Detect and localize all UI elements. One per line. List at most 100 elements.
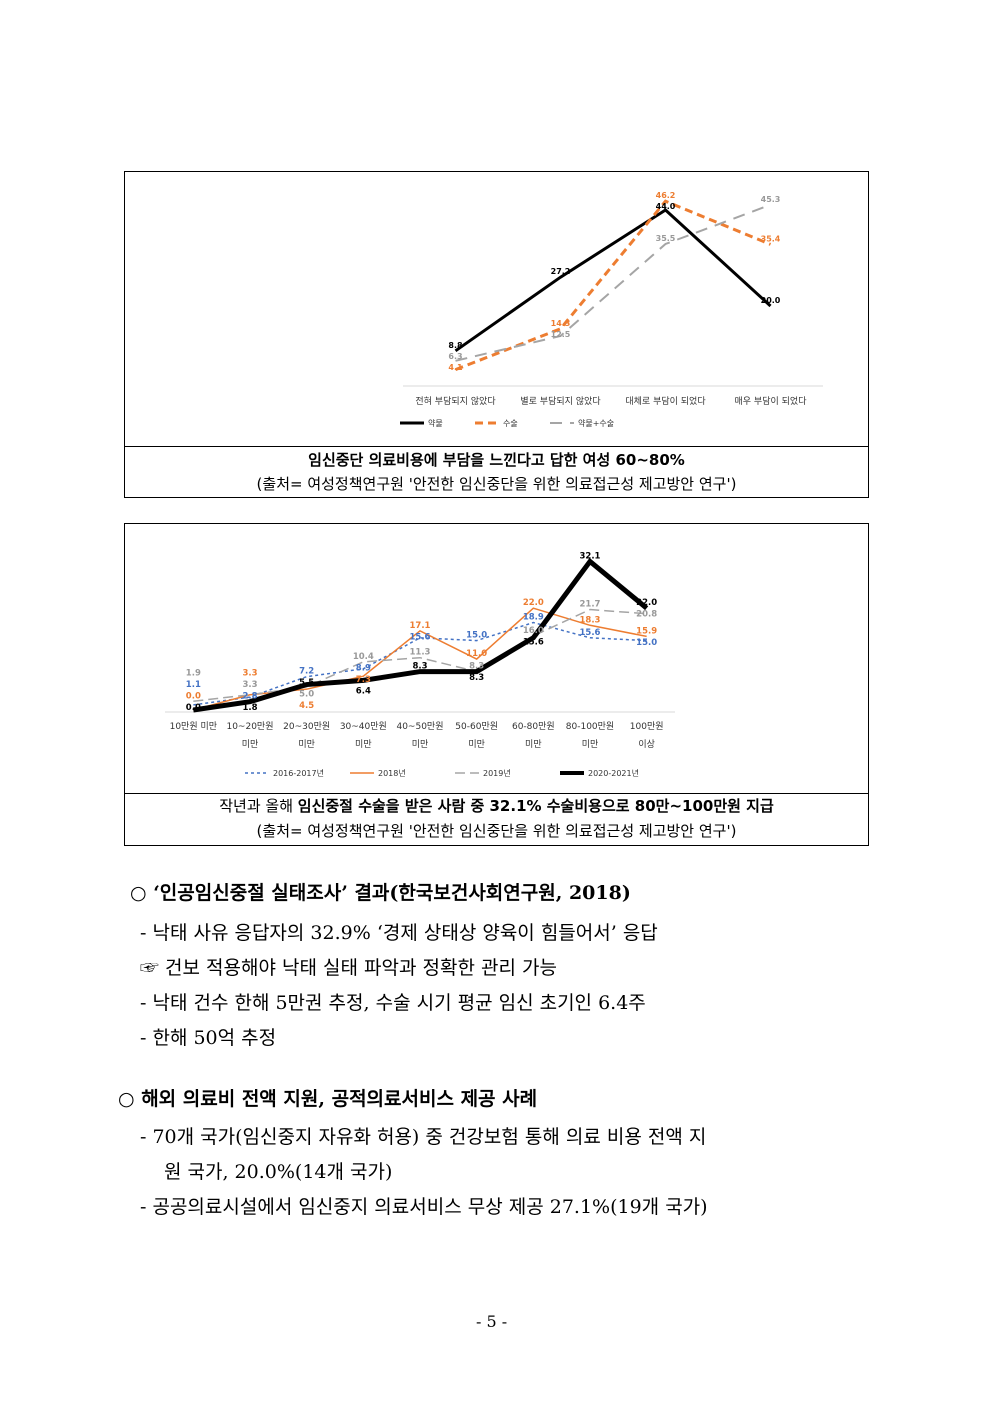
data-label: 7.2 — [299, 667, 314, 677]
x-tick-label: 미만 — [468, 739, 485, 750]
x-tick-label: 80-100만원 — [566, 721, 614, 732]
legend-label: 2019년 — [483, 768, 511, 778]
chart-1-source: (출처= 여성정책연구원 '안전한 임신중단을 위한 의료접근성 제고방안 연구… — [256, 475, 737, 493]
data-label: 14.3 — [551, 319, 571, 328]
x-tick-label: 10~20만원 — [226, 721, 273, 732]
chart-2-caption: 작년과 올해 임신중절 수술을 받은 사람 중 32.1% 수술비용으로 80만… — [124, 793, 869, 846]
page-number: - 5 - — [476, 1312, 508, 1331]
x-tick-label: 이상 — [638, 739, 655, 750]
data-label: 45.3 — [761, 195, 781, 204]
data-label: 8.3 — [412, 662, 427, 672]
x-tick-label: 100만원 — [630, 721, 664, 732]
data-label: 16.0 — [523, 626, 544, 636]
data-label: 15.9 — [636, 626, 657, 636]
data-label: 17.1 — [410, 621, 431, 631]
data-label: 8.3 — [469, 662, 484, 672]
legend-label: 수술 — [503, 418, 518, 428]
data-label: 0.0 — [186, 692, 201, 702]
section-2-heading: ○ 해외 의료비 전액 지원, 공적의료서비스 제공 사례 — [118, 1088, 538, 1110]
data-label: 1.9 — [186, 669, 201, 679]
data-label: 3.3 — [242, 680, 257, 690]
data-label: 18.9 — [523, 613, 544, 623]
x-tick-label: 미만 — [525, 739, 542, 750]
data-label: 15.6 — [523, 637, 544, 647]
data-label: 8.8 — [448, 341, 463, 350]
section-1-item: - 낙태 사유 응답자의 32.9% ‘경제 상태상 양육이 힘들어서’ 응답 — [140, 922, 658, 944]
section-1-item: - 낙태 건수 한해 5만권 추정, 수술 시기 평균 임신 초기인 6.4주 — [140, 992, 646, 1014]
data-label: 12.5 — [551, 330, 571, 339]
x-tick-label: 미만 — [355, 739, 372, 750]
data-label: 15.6 — [580, 628, 601, 638]
x-tick-label: 전혀 부담되지 않았다 — [415, 395, 496, 407]
series-line-2018년 — [193, 607, 647, 711]
data-label: 8.9 — [356, 663, 371, 673]
series-line-약물+수술 — [455, 203, 771, 362]
x-tick-label: 미만 — [412, 739, 429, 750]
data-label: 35.4 — [761, 234, 781, 243]
section-2-item-cont: 원 국가, 20.0%(14개 국가) — [164, 1161, 393, 1183]
data-label: 20.8 — [636, 610, 657, 620]
legend-label: 2016-2017년 — [273, 768, 324, 778]
data-label: 15.6 — [410, 632, 431, 642]
data-label: 22.0 — [523, 598, 544, 608]
data-label: 46.2 — [656, 191, 676, 200]
series-line-2019년 — [193, 608, 647, 702]
x-tick-label: 40~50만원 — [396, 721, 443, 732]
data-label: 5.5 — [299, 678, 314, 688]
section-1-item: ☞ 건보 적용해야 낙태 실태 파악과 정확한 관리 가능 — [140, 957, 557, 979]
data-label: 32.1 — [580, 551, 601, 561]
data-label: 11.0 — [466, 649, 487, 659]
data-label: 7.3 — [356, 675, 371, 685]
x-tick-label: 20~30만원 — [283, 721, 330, 732]
data-label: 21.7 — [580, 600, 601, 610]
section-2-item: - 70개 국가(임신중지 자유화 허용) 중 건강보험 통해 의료 비용 전액… — [140, 1126, 707, 1148]
data-label: 11.3 — [410, 648, 431, 658]
x-tick-label: 별로 부담되지 않았다 — [520, 395, 601, 407]
section-1-heading: ○ ‘인공임신중절 실태조사’ 결과(한국보건사회연구원, 2018) — [130, 882, 631, 904]
chart-1: 전혀 부담되지 않았다 별로 부담되지 않았다 대체로 부담이 되었다 매우 부담이 … — [400, 191, 823, 428]
data-label: 6.3 — [448, 352, 462, 361]
data-label: 5.0 — [299, 690, 314, 700]
section-2-item: - 공공의료시설에서 임신중지 의료서비스 무상 제공 27.1%(19개 국가… — [140, 1196, 708, 1218]
data-label: 1.1 — [186, 680, 201, 690]
chart-1-caption: 임신중단 의료비용에 부담을 느낀다고 답한 여성 60~80% (출처= 여성… — [124, 446, 869, 498]
legend-label: 약물 — [428, 418, 443, 428]
data-label: 2.8 — [242, 692, 257, 702]
data-label: 35.5 — [656, 234, 676, 243]
data-label: 1.8 — [242, 703, 257, 713]
legend-label: 2020-2021년 — [588, 768, 639, 778]
data-label: 4.5 — [299, 701, 314, 711]
x-tick-label: 미만 — [582, 739, 599, 750]
data-label: 18.3 — [580, 615, 601, 625]
data-label: 15.0 — [636, 638, 657, 648]
section-1-item: - 한해 50억 추정 — [140, 1027, 277, 1049]
data-label: 10.4 — [353, 652, 374, 662]
data-label: 4.1 — [448, 363, 463, 372]
x-tick-label: 50-60만원 — [455, 721, 498, 732]
legend-label: 약물+수술 — [578, 418, 614, 428]
data-label: 27.2 — [551, 267, 571, 276]
data-label: 22.0 — [636, 598, 657, 608]
data-label: 3.3 — [242, 669, 257, 679]
series-line-수술 — [454, 199, 772, 371]
x-tick-label: 60-80만원 — [512, 721, 555, 732]
x-tick-label: 매우 부담이 되었다 — [735, 395, 808, 407]
data-label: 15.0 — [466, 631, 487, 641]
chart-1-title: 임신중단 의료비용에 부담을 느낀다고 답한 여성 60~80% — [308, 451, 685, 469]
data-label: 20.0 — [761, 296, 781, 305]
x-tick-label: 대체로 부담이 되었다 — [625, 395, 706, 407]
chart-1-frame: 전혀 부담되지 않았다 별로 부담되지 않았다 대체로 부담이 되었다 매우 부담이 … — [124, 171, 869, 447]
x-tick-label: 30~40만원 — [340, 721, 387, 732]
chart-2-title-prefix: 작년과 올해 — [219, 797, 298, 815]
data-label: 6.4 — [356, 686, 371, 696]
series-line-약물 — [454, 208, 772, 353]
data-label: 44.0 — [656, 202, 676, 211]
data-label: 0.0 — [186, 703, 201, 713]
series-line-2020-2021년 — [192, 557, 649, 713]
legend-label: 2018년 — [378, 768, 406, 778]
chart-2-source: (출처= 여성정책연구원 '안전한 임신중단을 위한 의료접근성 제고방안 연구… — [256, 822, 737, 840]
chart-2-title: 임신중절 수술을 받은 사람 중 32.1% 수술비용으로 80만~100만원 … — [297, 797, 774, 815]
data-label: 8.3 — [469, 673, 484, 683]
